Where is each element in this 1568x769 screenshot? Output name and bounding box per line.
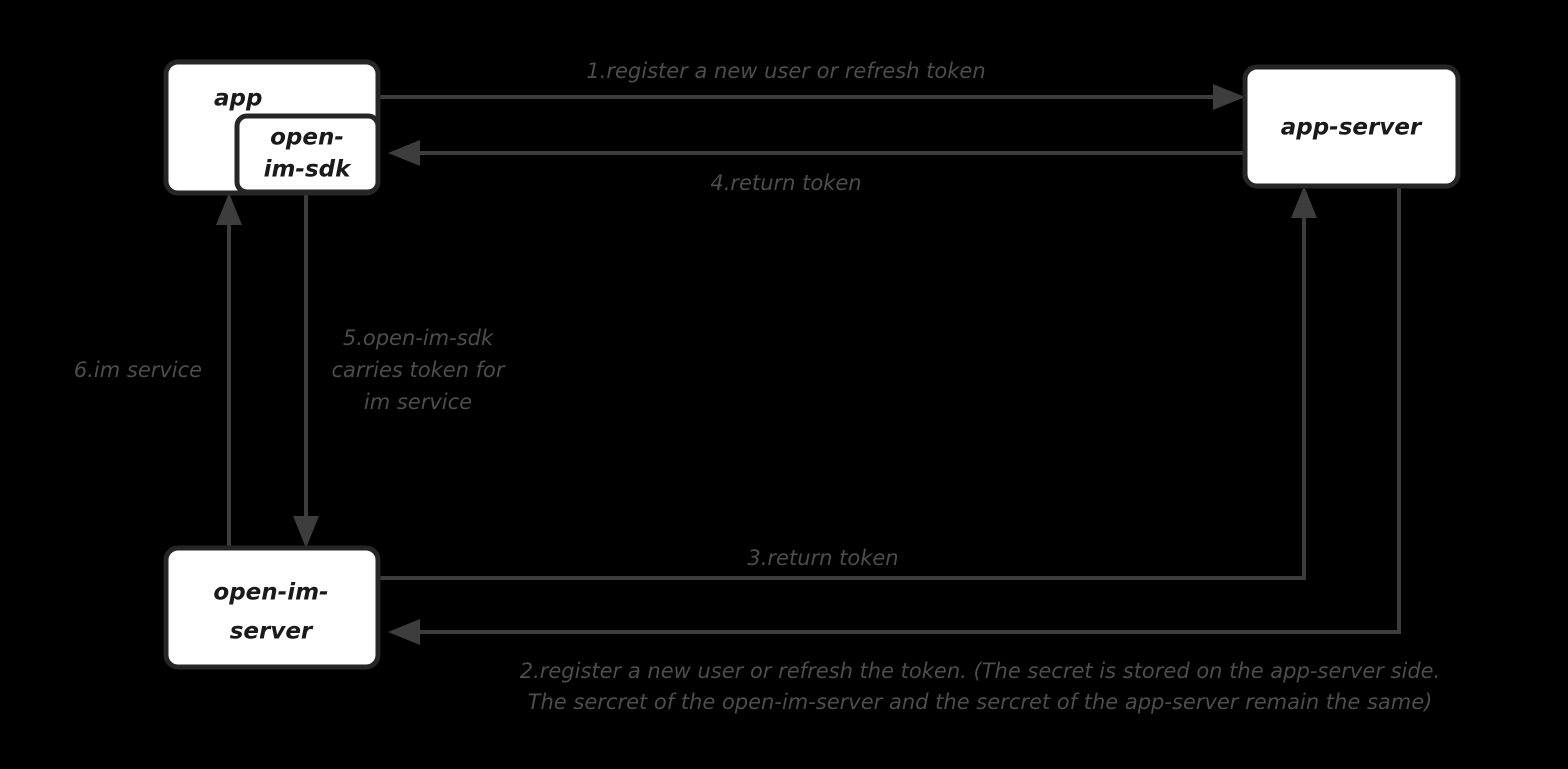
edge-1-arrowhead	[1213, 84, 1245, 110]
node-app-server[interactable]: app-server	[1242, 64, 1461, 189]
edge-2-arrowhead	[388, 619, 420, 645]
node-open-im-sdk-label-line1: open-	[270, 125, 344, 151]
node-app-server-label: app-server	[1281, 115, 1423, 141]
node-open-im-server[interactable]: open-im- server	[163, 545, 381, 670]
node-app-server-rect[interactable]	[1242, 64, 1461, 189]
edge-5-label-line3: im service	[364, 390, 472, 414]
edge-4-arrowhead	[388, 140, 420, 166]
node-open-im-server-label-line1: open-im-	[213, 580, 328, 606]
node-open-im-sdk[interactable]: open- im-sdk	[234, 113, 381, 195]
edge-6-im-service: 6.im service	[74, 193, 242, 548]
edge-3-label: 3.return token	[747, 546, 898, 570]
edge-6-arrowhead	[216, 193, 242, 225]
edge-3-return-token: 3.return token	[378, 186, 1317, 580]
edge-1-label: 1.register a new user or refresh token	[586, 59, 985, 83]
edge-5-label-line2: carries token for	[331, 358, 505, 382]
node-open-im-server-label-line2: server	[230, 619, 314, 645]
edge-5-label-line1: 5.open-im-sdk	[343, 326, 494, 350]
edge-5-arrowhead	[293, 516, 319, 548]
edge-5-sdk-carries-token: 5.open-im-sdk carries token for im servi…	[293, 192, 506, 548]
node-open-im-sdk-rect[interactable]	[234, 113, 381, 195]
node-open-im-sdk-label-line2: im-sdk	[264, 157, 353, 183]
edge-2-line	[405, 186, 1401, 634]
node-open-im-server-rect[interactable]	[163, 545, 381, 670]
edge-4-return-token: 4.return token	[388, 140, 1245, 195]
edge-2-label-line1: 2.register a new user or refresh the tok…	[520, 659, 1441, 683]
edge-3-arrowhead	[1291, 186, 1317, 218]
edge-2-register-or-refresh-token-secret: 2.register a new user or refresh the tok…	[388, 186, 1440, 714]
node-app-label: app	[214, 86, 262, 112]
edge-4-label: 4.return token	[710, 171, 861, 195]
edge-1-register-or-refresh-token: 1.register a new user or refresh token	[378, 59, 1245, 110]
edge-3-line	[378, 203, 1306, 580]
edge-6-label: 6.im service	[74, 358, 202, 382]
edge-2-label-line2: The sercret of the open-im-server and th…	[528, 690, 1433, 714]
